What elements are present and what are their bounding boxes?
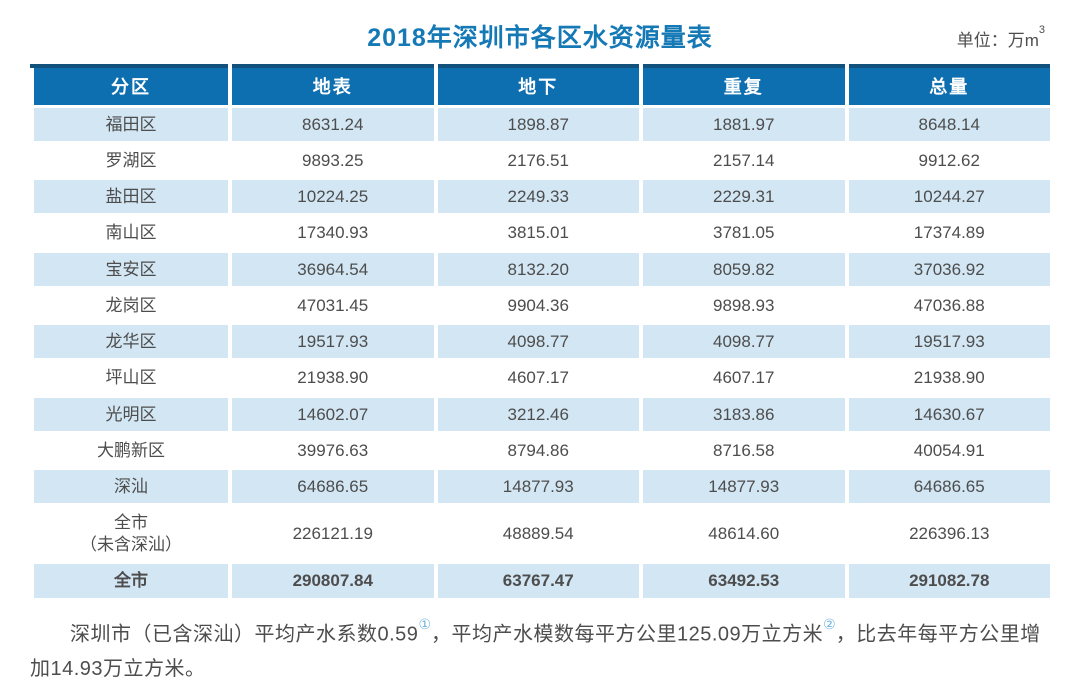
district-cell: 龙华区 xyxy=(30,321,232,362)
value-cell: 8716.58 xyxy=(639,430,849,471)
district-cell: 福田区 xyxy=(30,104,232,144)
district-cell: 大鹏新区 xyxy=(30,430,232,471)
column-header-overlap: 重复 xyxy=(639,64,849,108)
value-cell: 2229.31 xyxy=(639,176,849,217)
value-cell: 21938.90 xyxy=(228,358,438,398)
unit-label: 单位：万m3 xyxy=(956,24,1045,51)
value-cell: 226121.19 xyxy=(228,503,438,564)
table-header: 分区 地表 地下 重复 总量 xyxy=(30,64,1054,108)
value-cell: 48614.60 xyxy=(639,503,849,564)
column-header-underground: 地下 xyxy=(433,64,643,108)
table-row: 全市 （未含深汕） 226121.19 48889.54 48614.60 226396… xyxy=(30,503,1054,564)
district-cell: 罗湖区 xyxy=(30,140,232,181)
value-cell: 47036.88 xyxy=(844,285,1054,326)
value-cell: 10244.27 xyxy=(844,176,1054,217)
value-cell: 64686.65 xyxy=(844,466,1054,507)
district-cell: 盐田区 xyxy=(30,176,232,217)
table-row: 坪山区 21938.90 4607.17 4607.17 21938.90 xyxy=(30,358,1054,398)
district-cell: 光明区 xyxy=(30,394,232,434)
value-cell: 4098.77 xyxy=(639,321,849,362)
value-cell: 9912.62 xyxy=(844,140,1054,181)
district-cell: 龙岗区 xyxy=(30,285,232,326)
footnote-ref-2: ② xyxy=(823,615,836,632)
value-cell: 17374.89 xyxy=(844,213,1054,253)
page: 2018年深圳市各区水资源量表 单位：万m3 分区 地表 地下 重复 总量 福田… xyxy=(30,14,1054,680)
value-cell: 47031.45 xyxy=(228,285,438,326)
district-cell: 宝安区 xyxy=(30,249,232,289)
value-cell: 63492.53 xyxy=(639,560,849,601)
value-cell: 1898.87 xyxy=(433,104,643,144)
table-row: 龙华区 19517.93 4098.77 4098.77 19517.93 xyxy=(30,321,1054,362)
value-cell: 8059.82 xyxy=(639,249,849,289)
unit-text: 单位：万m xyxy=(956,31,1039,50)
table-row: 福田区 8631.24 1898.87 1881.97 8648.14 xyxy=(30,104,1054,144)
value-cell: 48889.54 xyxy=(433,503,643,564)
value-cell: 17340.93 xyxy=(228,213,438,253)
table-row: 罗湖区 9893.25 2176.51 2157.14 9912.62 xyxy=(30,140,1054,181)
table-row: 深汕 64686.65 14877.93 14877.93 64686.65 xyxy=(30,466,1054,507)
value-cell: 9904.36 xyxy=(433,285,643,326)
value-cell: 3815.01 xyxy=(433,213,643,253)
table-row: 南山区 17340.93 3815.01 3781.05 17374.89 xyxy=(30,213,1054,253)
value-cell: 14877.93 xyxy=(639,466,849,507)
district-cell: 全市 （未含深汕） xyxy=(30,503,232,564)
page-title: 2018年深圳市各区水资源量表 xyxy=(367,24,713,52)
district-cell: 全市 xyxy=(30,560,232,601)
value-cell: 37036.92 xyxy=(844,249,1054,289)
table-row: 宝安区 36964.54 8132.20 8059.82 37036.92 xyxy=(30,249,1054,289)
district-cell: 南山区 xyxy=(30,213,232,253)
footnote-text-2: ，平均产水模数每平方公里125.09万立方米 xyxy=(431,623,824,646)
value-cell: 291082.78 xyxy=(844,560,1054,601)
value-cell: 40054.91 xyxy=(844,430,1054,471)
table-row: 全市 290807.84 63767.47 63492.53 291082.78 xyxy=(30,560,1054,601)
value-cell: 63767.47 xyxy=(433,560,643,601)
value-cell: 9898.93 xyxy=(639,285,849,326)
value-cell: 8794.86 xyxy=(433,430,643,471)
value-cell: 4098.77 xyxy=(433,321,643,362)
value-cell: 39976.63 xyxy=(228,430,438,471)
value-cell: 1881.97 xyxy=(639,104,849,144)
value-cell: 3781.05 xyxy=(639,213,849,253)
value-cell: 36964.54 xyxy=(228,249,438,289)
column-header-total: 总量 xyxy=(844,64,1054,108)
water-resources-table: 分区 地表 地下 重复 总量 福田区 8631.24 1898.87 1881.97 8… xyxy=(30,64,1054,601)
unit-superscript: 3 xyxy=(1038,24,1045,36)
table-row: 大鹏新区 39976.63 8794.86 8716.58 40054.91 xyxy=(30,430,1054,471)
column-header-surface: 地表 xyxy=(228,64,438,108)
value-cell: 19517.93 xyxy=(228,321,438,362)
footnote: 深圳市（已含深汕）平均产水系数0.59①，平均产水模数每平方公里125.09万立… xyxy=(30,616,1050,687)
footnote-ref-1: ① xyxy=(418,615,431,632)
district-cell: 深汕 xyxy=(30,466,232,507)
value-cell: 3212.46 xyxy=(433,394,643,434)
value-cell: 10224.25 xyxy=(228,176,438,217)
value-cell: 8132.20 xyxy=(433,249,643,289)
value-cell: 4607.17 xyxy=(433,358,643,398)
column-header-district: 分区 xyxy=(30,64,232,108)
value-cell: 2157.14 xyxy=(639,140,849,181)
title-bar: 2018年深圳市各区水资源量表 单位：万m3 xyxy=(30,14,1050,62)
value-cell: 2249.33 xyxy=(433,176,643,217)
header-row: 分区 地表 地下 重复 总量 xyxy=(30,64,1054,108)
district-cell: 坪山区 xyxy=(30,358,232,398)
footnote-text-1: 深圳市（已含深汕）平均产水系数0.59 xyxy=(70,623,419,646)
value-cell: 14630.67 xyxy=(844,394,1054,434)
value-cell: 226396.13 xyxy=(844,503,1054,564)
value-cell: 8631.24 xyxy=(228,104,438,144)
value-cell: 14877.93 xyxy=(433,466,643,507)
value-cell: 14602.07 xyxy=(228,394,438,434)
value-cell: 19517.93 xyxy=(844,321,1054,362)
table-row: 龙岗区 47031.45 9904.36 9898.93 47036.88 xyxy=(30,285,1054,326)
table-body: 福田区 8631.24 1898.87 1881.97 8648.14 罗湖区 9893.2… xyxy=(30,104,1054,601)
value-cell: 8648.14 xyxy=(844,104,1054,144)
value-cell: 290807.84 xyxy=(228,560,438,601)
value-cell: 2176.51 xyxy=(433,140,643,181)
value-cell: 64686.65 xyxy=(228,466,438,507)
value-cell: 3183.86 xyxy=(639,394,849,434)
value-cell: 9893.25 xyxy=(228,140,438,181)
table-row: 盐田区 10224.25 2249.33 2229.31 10244.27 xyxy=(30,176,1054,217)
value-cell: 4607.17 xyxy=(639,358,849,398)
value-cell: 21938.90 xyxy=(844,358,1054,398)
table-row: 光明区 14602.07 3212.46 3183.86 14630.67 xyxy=(30,394,1054,434)
